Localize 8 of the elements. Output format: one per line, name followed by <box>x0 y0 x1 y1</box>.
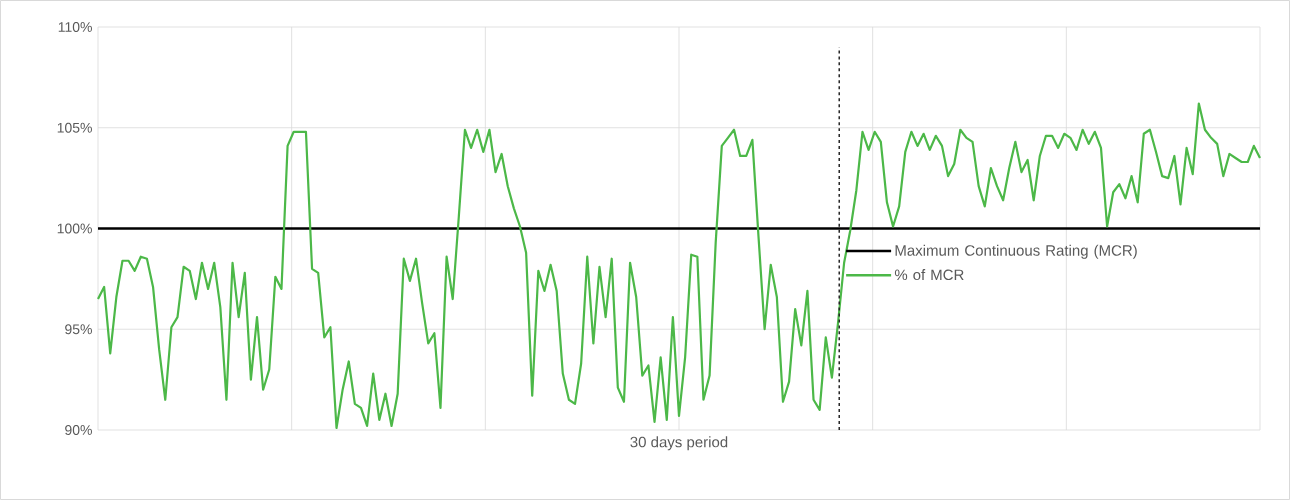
legend-label: % of MCR <box>894 269 964 281</box>
y-tick-label: 100% <box>57 223 92 234</box>
y-tick-label: 110% <box>58 22 92 32</box>
y-tick-label: 90% <box>65 425 92 435</box>
legend-label: Maximum Continuous Rating (MCR) <box>895 244 1137 259</box>
y-tick-label: 95% <box>65 324 92 335</box>
y-tick-label: 105% <box>57 122 92 133</box>
x-axis-title: 30 days period <box>630 436 728 451</box>
